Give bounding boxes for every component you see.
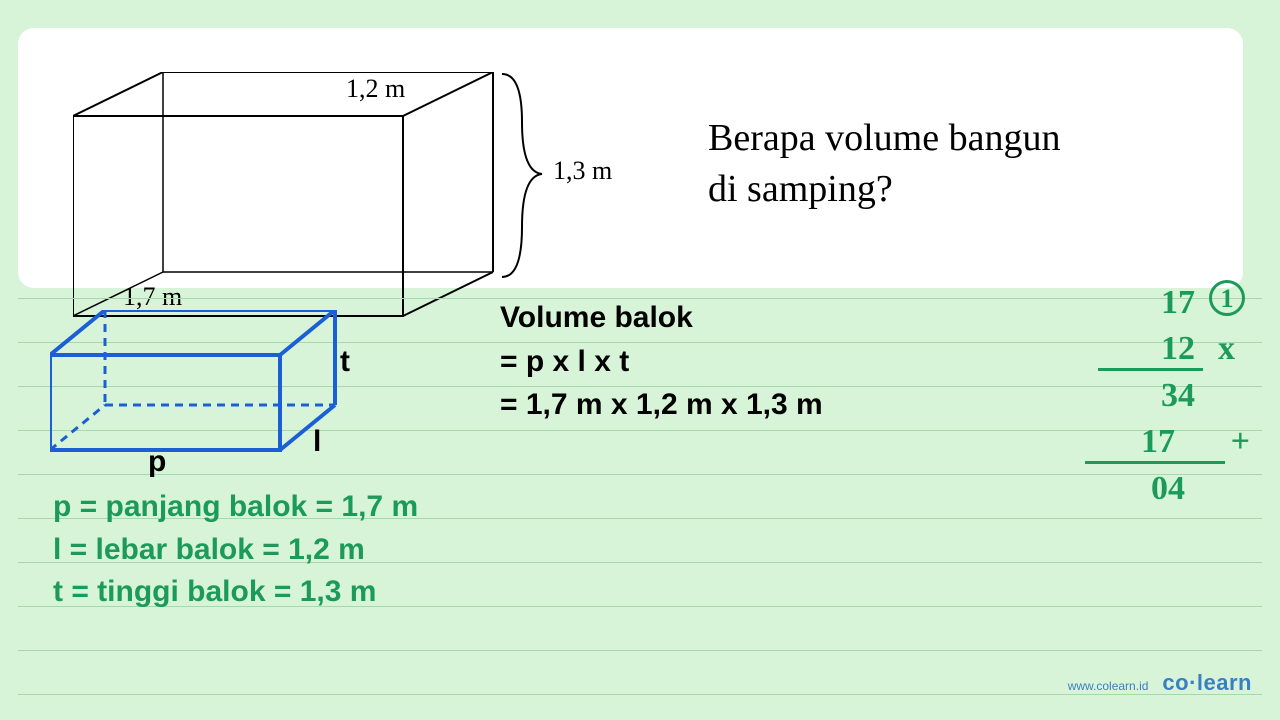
- calc-r1: 17: [1050, 280, 1250, 326]
- dimension-top: 1,2 m: [346, 74, 405, 104]
- question-line1: Berapa volume bangun: [708, 117, 1060, 159]
- hand-calculation: 17 12 x 34 17 + 04: [1050, 280, 1250, 511]
- question-line2: di samping?: [708, 168, 893, 210]
- label-l: l: [313, 425, 321, 459]
- formula-block: Volume balok = p x l x t = 1,7 m x 1,2 m…: [500, 296, 823, 427]
- problem-card: Berapa volume bangun di samping? 1,2 m 1…: [18, 28, 1243, 288]
- question-text: Berapa volume bangun di samping?: [708, 113, 1060, 216]
- formula-title: Volume balok: [500, 296, 823, 340]
- formula-line1: = p x l x t: [500, 340, 823, 384]
- footer-logo: co·learn: [1162, 670, 1252, 696]
- footer: www.colearn.id co·learn: [1068, 670, 1252, 696]
- def-l: l = lebar balok = 1,2 m: [53, 529, 418, 572]
- dimension-right: 1,3 m: [553, 156, 612, 186]
- calc-r2: 12 x: [1050, 326, 1250, 372]
- label-p: p: [148, 445, 166, 479]
- def-t: t = tinggi balok = 1,3 m: [53, 571, 418, 614]
- formula-line2: = 1,7 m x 1,2 m x 1,3 m: [500, 383, 823, 427]
- blue-prism-diagram: [50, 310, 350, 460]
- def-p: p = panjang balok = 1,7 m: [53, 486, 418, 529]
- plus-symbol: +: [1231, 419, 1250, 465]
- mult-symbol: x: [1218, 326, 1235, 372]
- calc-r3: 34: [1050, 373, 1250, 419]
- calc-r4: 17 +: [1050, 419, 1250, 465]
- label-t: t: [340, 345, 350, 379]
- height-brace-icon: [494, 72, 554, 282]
- calc-r5: 04: [1050, 466, 1250, 512]
- definitions-block: p = panjang balok = 1,7 m l = lebar balo…: [53, 486, 418, 614]
- footer-url: www.colearn.id: [1068, 679, 1149, 693]
